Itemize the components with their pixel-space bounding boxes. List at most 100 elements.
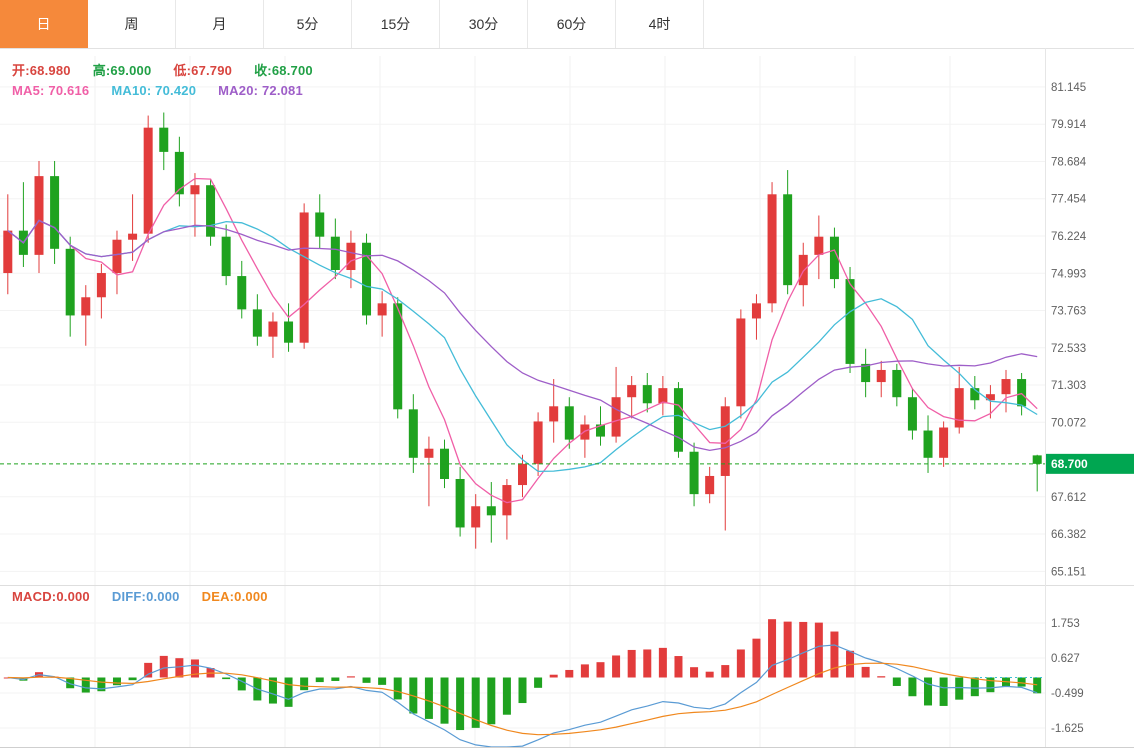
candle-body — [767, 194, 777, 304]
candle-body — [128, 233, 138, 240]
macd-bar — [830, 631, 839, 678]
candle-body — [471, 506, 481, 528]
candle-body — [362, 242, 372, 316]
svg-text:-0.499: -0.499 — [1051, 688, 1084, 700]
candle-body — [159, 127, 169, 152]
candle-body — [3, 230, 13, 274]
macd-bar — [580, 664, 589, 678]
svg-text:71.303: 71.303 — [1051, 380, 1086, 392]
svg-text:78.684: 78.684 — [1051, 156, 1087, 168]
macd-bar — [783, 621, 792, 678]
candle-body — [954, 388, 964, 428]
candle-body — [845, 279, 855, 364]
price-axis: 81.145 79.914 78.684 77.454 76.224 74.993 73.7… — [1051, 82, 1087, 578]
macd-axis: 1.753 0.627 -0.499 -1.625 — [1051, 618, 1084, 735]
macd-bar — [362, 677, 371, 683]
candle-body — [1017, 379, 1027, 407]
candle-body — [923, 430, 933, 458]
macd-bar — [300, 677, 309, 691]
macd-bar — [237, 677, 246, 691]
macd-bar — [518, 677, 527, 704]
macd-bar — [222, 677, 231, 680]
macd-bar — [970, 677, 979, 697]
candle-body — [720, 406, 730, 476]
candle-body — [533, 421, 543, 464]
candle-body — [221, 236, 231, 277]
tab-5分[interactable]: 5分 — [264, 0, 352, 48]
tab-周[interactable]: 周 — [88, 0, 176, 48]
candle-body — [627, 385, 637, 398]
candle-body — [206, 185, 216, 237]
candle-body — [96, 273, 106, 298]
candle-body — [393, 303, 403, 410]
candle-body — [330, 236, 340, 271]
macd-bar — [814, 622, 823, 678]
candle-body — [81, 297, 91, 316]
macd-bar — [705, 671, 714, 678]
macd-bar — [939, 677, 948, 706]
candles — [3, 112, 1042, 549]
gridlines — [0, 56, 1045, 747]
candle-body — [50, 176, 60, 249]
svg-text:68.700: 68.700 — [1051, 457, 1088, 471]
tab-60分[interactable]: 60分 — [528, 0, 616, 48]
tab-30分[interactable]: 30分 — [440, 0, 528, 48]
ma5-line — [7, 177, 1038, 504]
candle-body — [268, 321, 278, 337]
macd-bar — [175, 658, 184, 678]
macd-bar — [284, 677, 293, 707]
candle-body — [549, 406, 559, 422]
macd-bar — [892, 677, 901, 686]
macd-bar — [190, 659, 199, 678]
macd-bar — [128, 677, 137, 681]
candle-body — [34, 176, 44, 255]
tab-15分[interactable]: 15分 — [352, 0, 440, 48]
candle-body — [970, 388, 980, 401]
ma10-line — [7, 219, 1038, 473]
svg-text:77.454: 77.454 — [1051, 194, 1087, 206]
candle-body — [783, 194, 793, 286]
macd-bar — [378, 677, 387, 685]
macd-bar — [674, 656, 683, 678]
candle-body — [907, 397, 917, 431]
macd-bar — [768, 619, 777, 678]
svg-text:70.072: 70.072 — [1051, 417, 1086, 429]
svg-text:-1.625: -1.625 — [1051, 723, 1084, 735]
svg-text:66.382: 66.382 — [1051, 529, 1086, 541]
candle-body — [190, 185, 200, 195]
macd-bar — [393, 677, 402, 700]
ma20-line — [7, 219, 1038, 452]
macd-bar — [471, 677, 480, 728]
macd-bar — [440, 677, 449, 724]
candle-body — [642, 385, 652, 404]
macd-bar — [861, 666, 870, 678]
tab-日[interactable]: 日 — [0, 0, 88, 48]
macd-bar — [955, 677, 964, 700]
svg-text:67.612: 67.612 — [1051, 492, 1086, 504]
candle-body — [455, 478, 465, 528]
macd-bar — [799, 621, 808, 678]
candle-body — [611, 397, 621, 437]
timeframe-tabs: 日周月 5分 15分 30分 60分 4时 — [0, 0, 1134, 49]
svg-text:74.993: 74.993 — [1051, 268, 1086, 280]
candle-body — [299, 212, 309, 343]
tab-4时[interactable]: 4时 — [616, 0, 704, 48]
dea-line — [7, 662, 1038, 736]
macd-bar — [549, 674, 558, 678]
candle-body — [252, 309, 262, 337]
candle-body — [65, 248, 75, 316]
tab-月[interactable]: 月 — [176, 0, 264, 48]
candle-body — [939, 427, 949, 458]
candlestick-chart[interactable]: 81.145 79.914 78.684 77.454 76.224 74.993 73.7… — [0, 48, 1134, 752]
candle-body — [377, 303, 387, 316]
svg-text:73.763: 73.763 — [1051, 306, 1086, 318]
macd-bar — [81, 677, 90, 693]
macd-bar — [565, 669, 574, 678]
candle-body — [892, 369, 902, 398]
diff-line — [7, 644, 1038, 748]
candle-body — [237, 276, 247, 310]
candle-body — [315, 212, 325, 237]
svg-text:76.224: 76.224 — [1051, 231, 1087, 243]
candle-body — [580, 424, 590, 440]
